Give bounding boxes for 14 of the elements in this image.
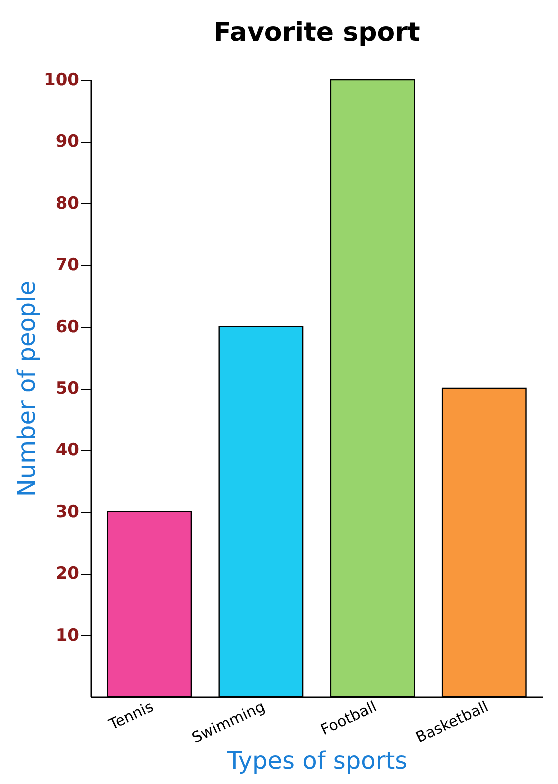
y-tick-label: 40 xyxy=(56,440,80,461)
y-tick-label: 60 xyxy=(56,317,80,338)
y-tick-label: 100 xyxy=(44,70,80,90)
y-tick-label: 80 xyxy=(56,194,80,214)
y-tick-label: 70 xyxy=(56,256,80,276)
y-tick-label: 20 xyxy=(56,564,80,584)
y-axis-title: Number of people xyxy=(13,280,42,498)
y-tick-label: 50 xyxy=(56,379,80,399)
y-tick-label: 10 xyxy=(56,626,80,646)
x-tick-label: Tennis xyxy=(105,698,157,734)
y-tick-label: 90 xyxy=(56,132,80,152)
x-axis-title: Types of sports xyxy=(226,747,408,776)
y-tick-label: 30 xyxy=(56,502,80,522)
chart-title: Favorite sport xyxy=(214,18,420,48)
